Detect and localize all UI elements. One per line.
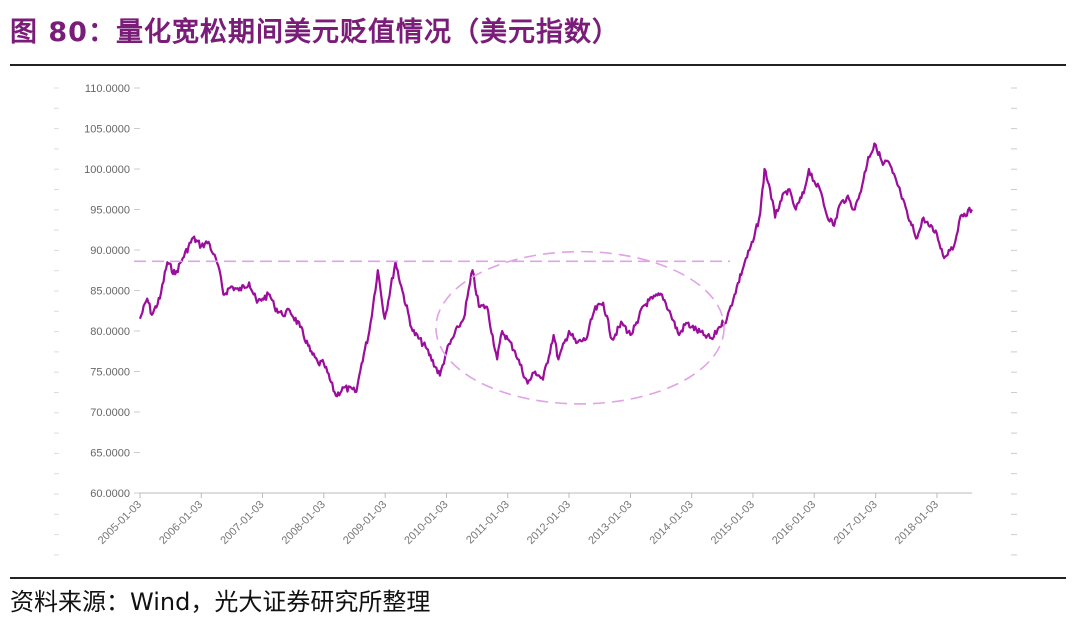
y-tick-label: 85.0000 xyxy=(90,286,130,298)
x-tick-label: 2015-01-03 xyxy=(709,499,757,547)
x-tick-label: 2005-01-03 xyxy=(96,499,144,547)
right-dash-marks xyxy=(54,87,1017,556)
figure-title: 图 80：量化宽松期间美元贬值情况（美元指数） xyxy=(10,17,620,48)
top-rule xyxy=(10,64,1066,66)
y-tick-label: 95.0000 xyxy=(90,205,130,217)
x-tick-label: 2011-01-03 xyxy=(464,499,512,547)
y-tick-label: 60.0000 xyxy=(90,488,130,500)
x-tick-label: 2018-01-03 xyxy=(893,499,941,547)
x-tick-label: 2009-01-03 xyxy=(341,499,389,547)
y-tick-label: 75.0000 xyxy=(90,367,130,379)
source-note: 资料来源：Wind，光大证券研究所整理 xyxy=(10,588,431,616)
bottom-rule xyxy=(10,577,1066,579)
x-axis-tick-marks xyxy=(139,493,938,498)
y-tick-label: 80.0000 xyxy=(90,326,130,338)
x-axis-tick-labels: 2005-01-03 2006-01-03 2007-01-03 2008-01-03… xyxy=(96,499,941,547)
x-tick-label: 2016-01-03 xyxy=(770,499,818,547)
x-tick-label: 2007-01-03 xyxy=(218,499,266,547)
y-tick-label: 70.0000 xyxy=(90,407,130,419)
y-axis-tick-marks xyxy=(134,87,140,494)
y-tick-label: 105.0000 xyxy=(84,124,130,136)
qe-period-dashed-ellipse xyxy=(435,250,725,405)
dollar-index-series-line xyxy=(138,142,973,398)
y-tick-label: 65.0000 xyxy=(90,448,130,460)
x-tick-label: 2013-01-03 xyxy=(586,499,634,547)
y-tick-label: 110.0000 xyxy=(85,83,130,95)
y-tick-label: 100.0000 xyxy=(84,164,130,176)
x-tick-label: 2014-01-03 xyxy=(648,499,696,547)
x-tick-label: 2008-01-03 xyxy=(280,499,328,547)
x-tick-label: 2010-01-03 xyxy=(402,499,450,547)
y-tick-label: 90.0000 xyxy=(90,245,130,257)
x-tick-label: 2012-01-03 xyxy=(525,499,573,547)
y-axis-tick-labels: 110.0000 105.0000 100.0000 95.0000 90.0000 85… xyxy=(84,83,130,500)
dollar-index-chart: 110.0000 105.0000 100.0000 95.0000 90.0000 85… xyxy=(54,83,1017,556)
x-tick-label: 2006-01-03 xyxy=(157,499,205,547)
x-tick-label: 2017-01-03 xyxy=(831,499,879,547)
